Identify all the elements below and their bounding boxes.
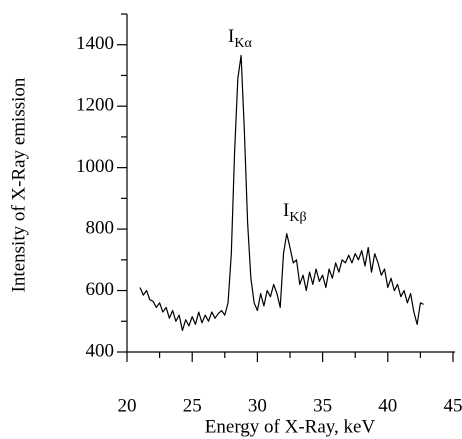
y-tick-label: 800 — [86, 217, 115, 238]
x-tick-label: 25 — [183, 395, 202, 416]
x-tick-label: 20 — [118, 395, 137, 416]
x-tick-label: 45 — [444, 395, 462, 416]
annotation-subscript: Kα — [234, 36, 252, 51]
y-tick-label: 1200 — [76, 95, 114, 116]
y-tick-label: 1000 — [76, 156, 114, 177]
y-tick-label: 1400 — [76, 33, 114, 54]
peak-annotation: IKα — [228, 26, 252, 51]
x-tick-label: 30 — [248, 395, 267, 416]
y-axis-label: Intensity of X-Ray emission — [8, 77, 29, 292]
x-tick-label: 35 — [313, 395, 332, 416]
y-tick-label: 400 — [86, 340, 115, 361]
annotation-subscript: Kβ — [289, 210, 306, 225]
spectrum-line — [139, 54, 424, 332]
annotation-text: I — [228, 26, 234, 47]
y-tick-label: 600 — [86, 279, 115, 300]
annotation-text: I — [283, 200, 289, 221]
x-axis-label: Energy of X-Ray, keV — [205, 416, 376, 437]
x-tick-label: 40 — [378, 395, 397, 416]
peak-annotation: IKβ — [283, 200, 307, 225]
